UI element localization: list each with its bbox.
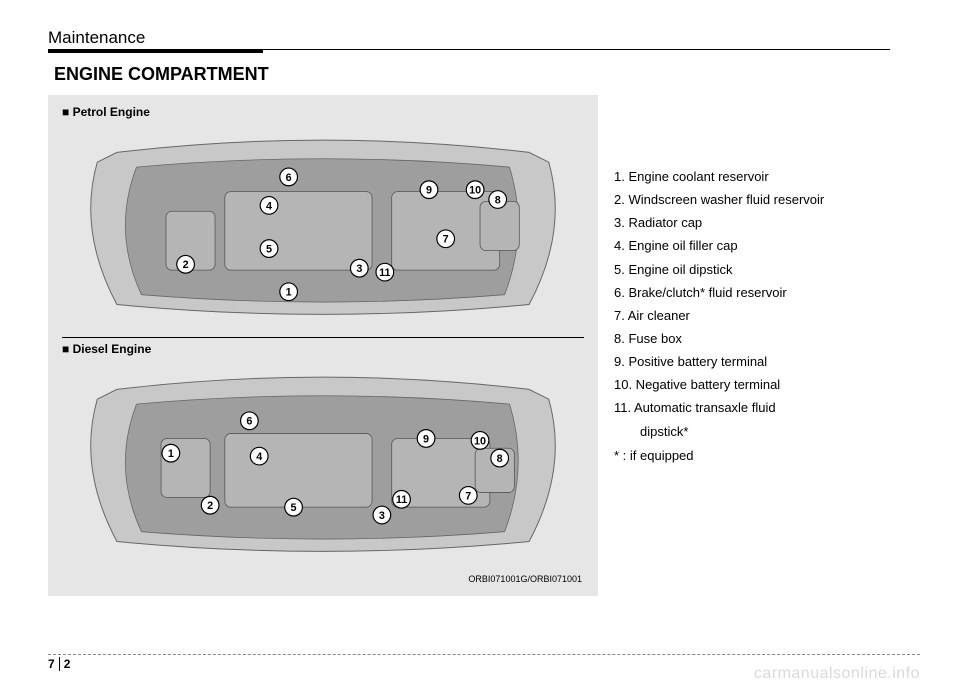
page-number-value: 2	[60, 657, 71, 671]
diesel-engine-label: ■ Diesel Engine	[62, 342, 588, 356]
image-code: ORBI071001G/ORBI071001	[58, 574, 582, 584]
watermark: carmanualsonline.info	[754, 665, 920, 683]
petrol-engine-svg: 1 2 3 4 5 6 7 8 9 10 11	[58, 121, 588, 331]
svg-text:6: 6	[286, 172, 292, 184]
svg-text:8: 8	[495, 194, 501, 206]
footer-dotted-rule	[48, 654, 920, 655]
list-item: 3. Radiator cap	[614, 213, 920, 233]
svg-text:4: 4	[266, 200, 272, 212]
content-row: ■ Petrol Engine 1 2 3 4 5 6 7 8 9 10 11 ■ Diesel E…	[48, 95, 920, 596]
petrol-engine-label: ■ Petrol Engine	[62, 105, 588, 119]
svg-text:2: 2	[183, 259, 189, 271]
svg-text:5: 5	[266, 244, 272, 256]
svg-text:3: 3	[379, 510, 385, 522]
diesel-engine-svg: 1 2 3 4 5 6 7 8 9 10 11	[58, 358, 588, 568]
svg-text:1: 1	[286, 287, 292, 299]
list-item: 9. Positive battery terminal	[614, 352, 920, 372]
list-item-indent: dipstick*	[640, 422, 920, 442]
petrol-diagram: 1 2 3 4 5 6 7 8 9 10 11	[58, 121, 588, 331]
list-item: 8. Fuse box	[614, 329, 920, 349]
list-item: 7. Air cleaner	[614, 306, 920, 326]
svg-text:11: 11	[379, 267, 390, 279]
svg-text:7: 7	[465, 490, 471, 502]
diagram-column: ■ Petrol Engine 1 2 3 4 5 6 7 8 9 10 11 ■ Diesel E…	[48, 95, 598, 596]
header: Maintenance	[48, 28, 920, 50]
svg-text:3: 3	[356, 263, 362, 275]
svg-text:9: 9	[423, 433, 429, 445]
header-rule-thick	[48, 50, 263, 53]
svg-text:6: 6	[246, 416, 252, 428]
list-item: 11. Automatic transaxle fluid	[614, 398, 920, 418]
svg-text:10: 10	[474, 435, 486, 447]
header-title: Maintenance	[48, 28, 145, 50]
svg-text:8: 8	[497, 453, 503, 465]
svg-text:11: 11	[396, 494, 407, 506]
chapter-number: 7	[48, 657, 60, 671]
svg-text:10: 10	[469, 185, 481, 197]
list-item: 1. Engine coolant reservoir	[614, 167, 920, 187]
list-item: 2. Windscreen washer fluid reservoir	[614, 190, 920, 210]
svg-text:2: 2	[207, 500, 213, 512]
list-item: 10. Negative battery terminal	[614, 375, 920, 395]
svg-text:5: 5	[291, 502, 297, 514]
svg-text:1: 1	[168, 448, 174, 460]
list-item: 5. Engine oil dipstick	[614, 260, 920, 280]
parts-list: 1. Engine coolant reservoir 2. Windscree…	[614, 95, 920, 596]
footnote: * : if equipped	[614, 446, 920, 466]
svg-text:9: 9	[426, 185, 432, 197]
diagram-divider	[62, 337, 584, 338]
diesel-diagram: 1 2 3 4 5 6 7 8 9 10 11	[58, 358, 588, 568]
list-item: 6. Brake/clutch* fluid reservoir	[614, 283, 920, 303]
section-title: ENGINE COMPARTMENT	[54, 64, 920, 85]
svg-text:7: 7	[443, 234, 449, 246]
svg-text:4: 4	[256, 451, 262, 463]
list-item: 4. Engine oil filler cap	[614, 236, 920, 256]
